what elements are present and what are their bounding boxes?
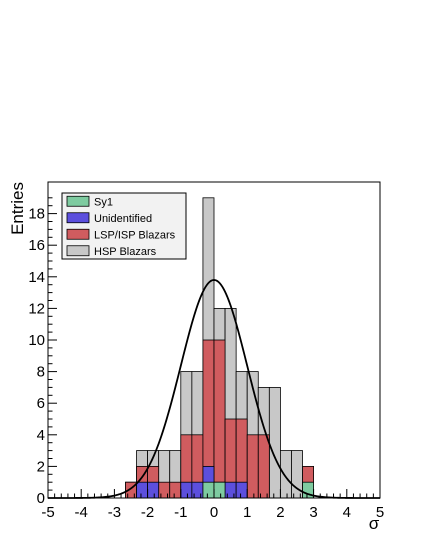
legend-swatch (66, 228, 90, 240)
y-tick-label: 12 (28, 300, 45, 317)
bar-hsp-blazars (268, 386, 281, 499)
x-tick-label: 4 (343, 504, 351, 521)
y-tick-label: 14 (28, 269, 45, 286)
legend-swatch (66, 195, 90, 207)
bar-unidentified (180, 481, 193, 499)
bar-sy1 (213, 481, 226, 499)
bar-lsp-isp-blazars (169, 481, 182, 499)
axis-ticks (47, 197, 381, 499)
y-tick-label: 6 (37, 395, 45, 412)
x-tick-label: 0 (210, 504, 218, 521)
bar-sy1 (202, 481, 215, 499)
x-tick-label: 3 (309, 504, 317, 521)
bar-unidentified (147, 481, 160, 499)
legend: Sy1 Unidentified LSP/ISP Blazars HSP Blazar… (61, 192, 187, 260)
bar-unidentified (136, 481, 148, 499)
x-tick-label: -1 (174, 504, 187, 521)
y-tick-label: 4 (37, 427, 45, 444)
y-tick-label: 8 (37, 364, 45, 381)
y-tick-label: 18 (28, 206, 45, 223)
y-tick-label: 16 (28, 237, 45, 254)
x-axis-title: σ (369, 514, 380, 533)
bar-unidentified (191, 481, 204, 499)
bar-lsp-isp-blazars (213, 339, 226, 499)
y-tick-label: 0 (37, 490, 45, 507)
bar-lsp-isp-blazars (246, 434, 259, 499)
x-tick-label: -3 (108, 504, 121, 521)
legend-label: LSP/ISP Blazars (94, 229, 176, 241)
y-axis-title: Entries (8, 182, 27, 235)
bar-lsp-isp-blazars (257, 434, 270, 499)
legend-label: HSP Blazars (94, 246, 157, 258)
legend-swatch (66, 245, 90, 257)
bar-lsp-isp-blazars (158, 481, 171, 499)
y-tick-label: 10 (28, 332, 45, 349)
bar-unidentified (224, 481, 237, 499)
gaussian-fit-curve (48, 279, 380, 499)
x-tick-label: 2 (276, 504, 284, 521)
x-tick-label: 5 (376, 504, 384, 521)
x-tick-label: -5 (41, 504, 54, 521)
legend-swatch (66, 212, 90, 224)
y-tick-label: 2 (37, 458, 45, 475)
x-tick-label: -2 (141, 504, 154, 521)
x-tick-label: 1 (243, 504, 251, 521)
bar-unidentified (235, 481, 248, 499)
legend-label: Unidentified (94, 213, 152, 225)
bar-hsp-blazars (279, 450, 292, 499)
legend-label: Sy1 (94, 196, 113, 208)
x-tick-label: -4 (75, 504, 88, 521)
